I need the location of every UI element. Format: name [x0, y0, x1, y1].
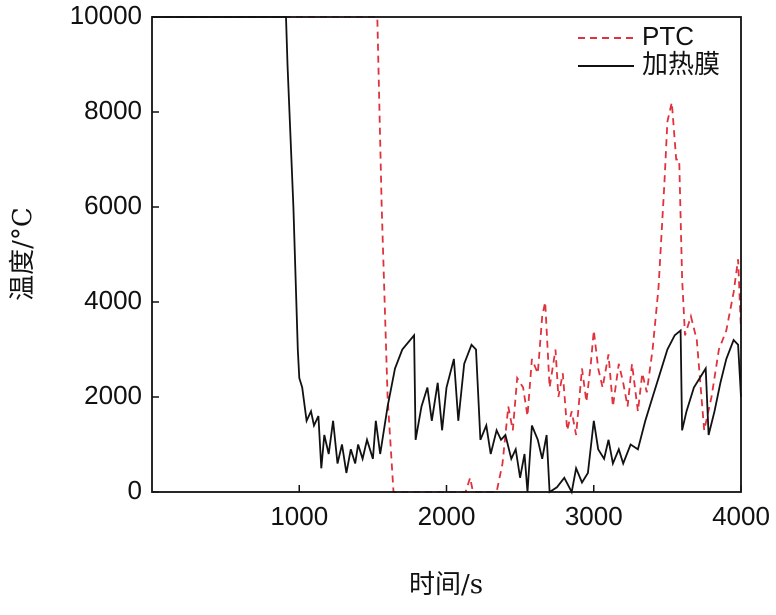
y-tick-label: 6000: [84, 190, 142, 220]
y-tick-label: 10000: [70, 0, 142, 30]
y-tick-label: 2000: [84, 380, 142, 410]
y-tick-label: 4000: [84, 285, 142, 315]
line-series: [152, 16, 742, 495]
x-axis-label: 时间/s: [409, 570, 483, 600]
y-tick-label: 8000: [84, 95, 142, 125]
x-tick-label: 3000: [565, 501, 623, 531]
plot-frame: [151, 16, 742, 493]
x-tick-label: 1000: [270, 501, 328, 531]
legend-label: 加热膜: [642, 49, 720, 79]
x-tick-label: 2000: [418, 501, 476, 531]
x-tick-label: 4000: [712, 501, 770, 531]
line-series: [152, 16, 742, 493]
y-tick-label: 0: [128, 475, 142, 505]
y-axis-label: 温度/°C: [8, 207, 38, 301]
legend-label: PTC: [642, 21, 694, 51]
